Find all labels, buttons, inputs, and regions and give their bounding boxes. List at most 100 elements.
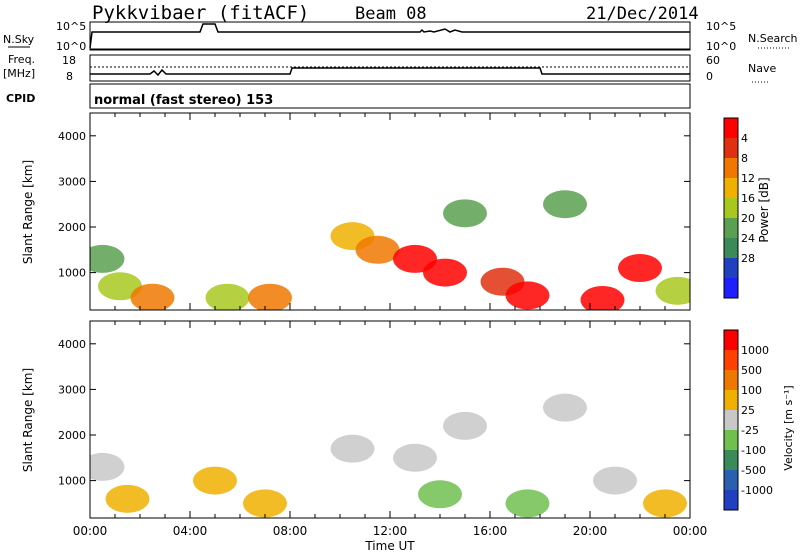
- data-blob-3: [205, 283, 250, 310]
- colorbar-segment: [724, 118, 738, 138]
- data-blob-8: [505, 489, 550, 518]
- colorbar-segment: [724, 370, 738, 390]
- colorbar-tick-label: 4: [741, 132, 748, 145]
- power-ylabel: Slant Range [km]: [21, 160, 35, 264]
- data-blob-9: [543, 393, 587, 422]
- colorbar-segment: [724, 450, 738, 470]
- colorbar-tick-label: 16: [741, 192, 755, 205]
- colorbar-tick-label: -100: [741, 444, 766, 457]
- nsky-tick-top-right: 10^5: [706, 20, 736, 33]
- data-blob-13: [580, 285, 625, 310]
- data-blob-2: [130, 283, 175, 310]
- data-blob-2: [193, 466, 237, 495]
- nsky-label: N.Sky: [3, 33, 35, 46]
- data-blob-14: [618, 254, 662, 283]
- freq-tick-top: 18: [62, 54, 76, 67]
- colorbar-tick-label: -25: [741, 424, 759, 437]
- data-blob-0: [90, 452, 125, 481]
- beam-label: Beam 08: [355, 4, 427, 24]
- y-tick-label: 2000: [58, 221, 86, 234]
- data-blob-11: [643, 489, 687, 518]
- colorbar-tick-label: 24: [741, 232, 755, 245]
- data-blob-1: [105, 484, 150, 513]
- nsky-tick-bottom-left: 10^0: [56, 40, 86, 53]
- colorbar-segment: [724, 390, 738, 410]
- colorbar-segment: [724, 278, 738, 298]
- colorbar-frame: [723, 329, 739, 511]
- nsky-tick-bottom-right: 10^0: [706, 40, 736, 53]
- colorbar-segment: [724, 350, 738, 370]
- colorbar-tick-label: 8: [741, 152, 748, 165]
- time-tick-label: 08:00: [273, 524, 308, 538]
- freq-trace: [90, 67, 690, 77]
- data-blob-12: [543, 190, 587, 219]
- colorbar-segment: [724, 330, 738, 350]
- data-blob-9: [443, 199, 487, 228]
- colorbar-segment: [724, 258, 738, 278]
- colorbar-segment: [724, 138, 738, 158]
- nsky-panel: [89, 21, 691, 51]
- time-tick-label: 20:00: [573, 524, 608, 538]
- data-blob-8: [423, 258, 467, 287]
- velocity-panel: 1000 2000 3000 4000 Slant Range [km]: [21, 320, 691, 519]
- colorbar-frame: [723, 117, 739, 299]
- data-blob-6: [355, 235, 400, 264]
- velocity-ylabel: Slant Range [km]: [21, 368, 35, 472]
- power-panel: 1000 2000 3000 4000 Slant Range [km]: [21, 112, 691, 311]
- colorbar-segment: [724, 178, 738, 198]
- colorbar-segment: [724, 490, 738, 510]
- data-blob-4: [330, 434, 375, 463]
- nave-label: Nave: [748, 62, 776, 75]
- colorbar-segment: [724, 238, 738, 258]
- nsky-tick-top-left: 10^5: [56, 20, 86, 33]
- nave-tick-bottom: 0: [706, 70, 713, 83]
- time-tick-label: 00:00: [73, 524, 108, 538]
- data-blob-11: [505, 281, 550, 310]
- time-tick-label: 00:00: [673, 524, 708, 538]
- colorbar-segment: [724, 470, 738, 490]
- colorbar-tick-label: -500: [741, 464, 766, 477]
- time-axis-label: Time UT: [364, 539, 415, 553]
- freq-label-line1: Freq.: [8, 53, 35, 66]
- colorbar-segment: [724, 410, 738, 430]
- data-blob-6: [418, 480, 462, 509]
- y-tick-label: 4000: [58, 130, 86, 143]
- y-tick-label: 3000: [58, 175, 86, 188]
- power-colorbar: 4 8 12 16 20 24 28: [723, 117, 755, 299]
- data-blob-1: [98, 272, 142, 301]
- data-blob-0: [90, 244, 125, 273]
- data-blob-15: [655, 276, 690, 305]
- nsearch-label: N.Search: [748, 32, 798, 45]
- time-tick-label: 12:00: [373, 524, 408, 538]
- velocity-colorbar: 1000 500 100 25 -25 -100 -500 -1000: [723, 329, 773, 511]
- y-tick-label: 4000: [58, 338, 86, 351]
- data-blob-4: [248, 283, 292, 310]
- colorbar-tick-label: 25: [741, 404, 755, 417]
- colorbar-tick-label: 100: [741, 384, 762, 397]
- y-tick-label: 1000: [58, 267, 86, 280]
- colorbar-tick-label: 20: [741, 212, 755, 225]
- colorbar-tick-label: -1000: [741, 484, 773, 497]
- y-tick-label: 3000: [58, 383, 86, 396]
- colorbar-segment: [724, 158, 738, 178]
- station-title: Pykkvibaer (fitACF): [92, 2, 309, 24]
- date-label: 21/Dec/2014: [586, 4, 699, 24]
- cpid-panel: [89, 83, 691, 109]
- data-blob-3: [243, 489, 287, 518]
- colorbar-segment: [724, 430, 738, 450]
- data-blob-10: [593, 466, 637, 495]
- cpid-text: normal (fast stereo) 153: [94, 93, 273, 108]
- colorbar-segment: [724, 218, 738, 238]
- time-tick-label: 04:00: [173, 524, 208, 538]
- colorbar-tick-label: 1000: [741, 344, 769, 357]
- power-colorbar-label: Power [dB]: [757, 177, 771, 242]
- y-tick-label: 2000: [58, 429, 86, 442]
- freq-panel: [89, 54, 691, 82]
- freq-label-line2: [MHz]: [3, 67, 35, 80]
- y-tick-label: 1000: [58, 475, 86, 488]
- colorbar-tick-label: 12: [741, 172, 755, 185]
- time-tick-label: 16:00: [473, 524, 508, 538]
- colorbar-tick-label: 28: [741, 252, 755, 265]
- nave-tick-top: 60: [706, 54, 720, 67]
